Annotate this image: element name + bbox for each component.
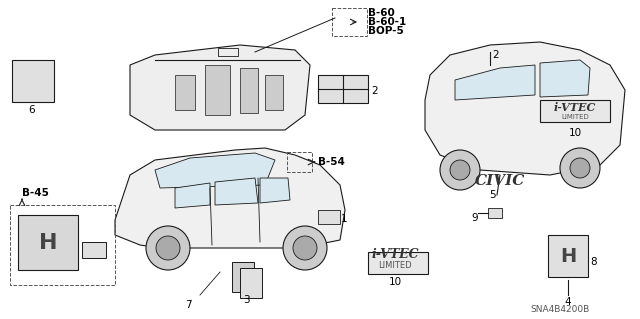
Text: LIMITED: LIMITED [378, 261, 412, 270]
Bar [318, 210, 340, 224]
Polygon shape [425, 42, 625, 175]
Polygon shape [540, 60, 590, 97]
Polygon shape [130, 45, 310, 130]
Bar [240, 268, 262, 298]
Bar [10, 205, 115, 285]
Bar [232, 262, 254, 292]
Circle shape [440, 150, 480, 190]
Text: B-45: B-45 [22, 188, 49, 198]
Bar [368, 252, 428, 274]
Polygon shape [175, 183, 210, 208]
Text: 2: 2 [371, 86, 378, 96]
Text: B-54: B-54 [318, 157, 345, 167]
Bar [18, 215, 78, 270]
Text: i-VTEC: i-VTEC [371, 248, 419, 261]
Circle shape [570, 158, 590, 178]
Polygon shape [215, 178, 258, 205]
Text: 10: 10 [568, 128, 582, 138]
Polygon shape [115, 148, 345, 248]
Text: H: H [560, 248, 576, 266]
Text: CIVIC: CIVIC [475, 174, 525, 188]
Text: BOP-5: BOP-5 [368, 26, 404, 36]
Text: 7: 7 [185, 300, 191, 310]
Circle shape [156, 236, 180, 260]
Bar [548, 235, 588, 277]
Text: LIMITED: LIMITED [561, 114, 589, 120]
Bar [82, 242, 106, 258]
Text: 1: 1 [341, 214, 348, 224]
Bar [240, 68, 258, 113]
Bar [540, 100, 610, 122]
Polygon shape [260, 178, 290, 203]
Bar [318, 75, 368, 103]
Text: SNA4B4200B: SNA4B4200B [530, 305, 589, 314]
Text: 6: 6 [28, 105, 35, 115]
Circle shape [293, 236, 317, 260]
Bar [488, 208, 502, 218]
Text: 8: 8 [590, 257, 596, 267]
Polygon shape [155, 153, 275, 188]
Bar [265, 75, 283, 110]
Polygon shape [455, 65, 535, 100]
Text: 4: 4 [564, 297, 571, 307]
Text: H: H [39, 233, 57, 253]
Text: i-VTEC: i-VTEC [554, 102, 596, 113]
Text: 9: 9 [472, 213, 478, 223]
Circle shape [283, 226, 327, 270]
Bar [175, 75, 195, 110]
Bar [205, 65, 230, 115]
Circle shape [560, 148, 600, 188]
Text: B-60-1: B-60-1 [368, 17, 406, 27]
Text: B-60: B-60 [368, 8, 395, 18]
Bar [287, 152, 312, 172]
Circle shape [450, 160, 470, 180]
Text: 10: 10 [388, 277, 401, 287]
Bar [218, 48, 238, 56]
Text: 3: 3 [243, 295, 250, 305]
Circle shape [146, 226, 190, 270]
Bar [12, 60, 54, 102]
Bar [332, 8, 367, 36]
Text: 2: 2 [492, 50, 499, 60]
Text: 5: 5 [489, 190, 495, 200]
